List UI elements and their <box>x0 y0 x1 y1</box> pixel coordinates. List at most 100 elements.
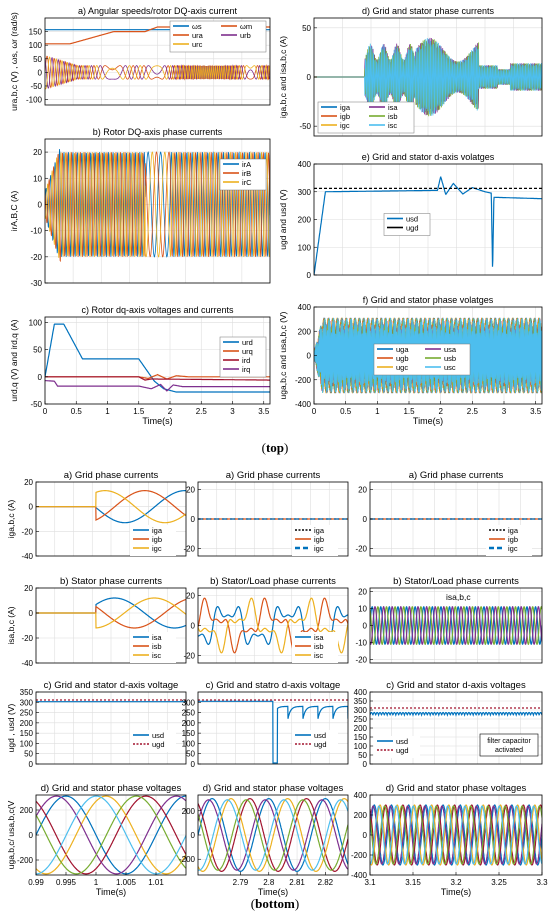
chart-title: e) Grid and stator d-axis volatges <box>362 152 495 162</box>
series-igc <box>36 490 186 524</box>
series-ugc <box>198 798 348 872</box>
series-urc <box>45 56 270 90</box>
y-tick-label: 0 <box>191 515 196 524</box>
legend-label: usa <box>444 345 457 354</box>
x-tick-label: 3 <box>502 407 507 416</box>
y-tick-label: 100 <box>29 41 43 50</box>
y-tick-label: 20 <box>33 148 42 157</box>
legend-label: usd <box>314 731 326 740</box>
y-tick-label: 200 <box>20 719 34 728</box>
legend-label: ugb <box>396 354 409 363</box>
y-tick-label: 200 <box>298 216 312 225</box>
y-tick-label: 50 <box>302 24 311 33</box>
y-axis-label: iga,b,c and isa,b,c (A) <box>278 36 288 118</box>
legend-label: igc <box>340 121 350 130</box>
chart-title: a) Grid phase currents <box>409 470 504 481</box>
legend-label: urd <box>242 338 253 347</box>
x-tick-label: 1 <box>94 878 99 887</box>
legend-label: isb <box>152 642 162 651</box>
chart-title: d) Grid and stator phase currents <box>362 6 495 16</box>
legend-label: igb <box>314 535 324 544</box>
legend-label: usd <box>396 737 408 746</box>
series-irC <box>45 151 270 258</box>
x-tick-label: 3.25 <box>491 878 507 887</box>
axes-frame <box>35 481 187 557</box>
y-tick-label: -20 <box>21 527 33 536</box>
annotation-text: filter capacitor <box>487 738 531 745</box>
legend-label: igc <box>508 544 518 553</box>
x-axis-label: Time(s) <box>96 887 126 897</box>
chart-b3-d: -400 -200 0 200 400 3.1 3.15 3.2 3.25 3.3 Time(s) d… <box>351 783 548 897</box>
legend-label: urc <box>192 40 203 49</box>
x-axis-label: Time(s) <box>413 416 443 426</box>
annotation-text: activated <box>495 747 523 754</box>
y-tick-label: 0 <box>191 831 196 840</box>
chart-title: c) Grid and statro d-axis voltage <box>206 680 341 691</box>
y-tick-label: 300 <box>20 698 34 707</box>
y-tick-label: 0 <box>29 609 34 618</box>
y-tick-label: 0 <box>307 352 312 361</box>
legend-label: ugc <box>396 363 408 372</box>
y-tick-label: 350 <box>354 697 368 706</box>
y-tick-label: 0 <box>38 373 43 382</box>
y-tick-label: 50 <box>33 55 42 64</box>
y-tick-label: 250 <box>20 709 34 718</box>
series-group <box>36 490 186 524</box>
x-tick-label: 3.5 <box>258 407 270 416</box>
legend-label: ura <box>192 31 204 40</box>
y-tick-label: 300 <box>182 698 196 707</box>
series-group <box>36 795 186 875</box>
series-isb <box>370 605 542 645</box>
y-tick-label: 100 <box>29 318 43 327</box>
y-tick-label: -50 <box>30 400 42 409</box>
y-tick-label: -40 <box>21 552 33 561</box>
y-tick-label: 100 <box>354 742 368 751</box>
legend-label: ird <box>242 356 250 365</box>
y-tick-label: -400 <box>295 400 312 409</box>
legend-label: uga <box>396 345 409 354</box>
series-usc <box>314 317 542 394</box>
x-tick-label: 3.5 <box>530 407 542 416</box>
caption-top: (top) <box>261 440 289 455</box>
y-tick-label: -50 <box>30 82 42 91</box>
chart-title: d) Grid and stator phase voltages <box>41 783 182 794</box>
y-tick-label: -200 <box>295 376 312 385</box>
y-tick-label: -50 <box>299 122 311 131</box>
y-tick-label: 150 <box>20 729 34 738</box>
series-usb <box>36 795 186 875</box>
x-tick-label: 1.01 <box>148 878 164 887</box>
legend-label: ugd <box>152 740 165 749</box>
x-tick-label: 0.5 <box>71 407 83 416</box>
series-group <box>198 699 348 764</box>
series-usb <box>370 805 542 865</box>
legend-label: usd <box>152 731 164 740</box>
x-tick-label: 2.82 <box>318 878 334 887</box>
y-tick-label: 300 <box>354 706 368 715</box>
legend-label: ωm <box>240 22 252 31</box>
x-tick-label: 3.15 <box>405 878 421 887</box>
series-isb <box>198 597 348 654</box>
y-tick-label: 100 <box>298 243 312 252</box>
y-tick-label: 100 <box>182 739 196 748</box>
y-tick-label: -400 <box>351 871 368 880</box>
y-tick-label: -20 <box>183 652 195 661</box>
y-tick-label: 20 <box>186 592 195 601</box>
series-usb <box>198 799 348 871</box>
x-axis-label: Time(s) <box>441 887 471 897</box>
y-tick-label: 150 <box>29 28 43 37</box>
x-tick-label: 2.81 <box>289 878 305 887</box>
series-usa <box>370 805 542 865</box>
series-group <box>36 597 186 629</box>
chart-title: a) Grid phase currents <box>226 470 321 481</box>
legend-label: igc <box>152 544 162 553</box>
legend-label: irA <box>242 160 251 169</box>
legend-label: ugd <box>406 224 419 233</box>
legend-label: ugd <box>314 740 327 749</box>
chart-title: b) Stator/Load phase currents <box>393 576 519 587</box>
